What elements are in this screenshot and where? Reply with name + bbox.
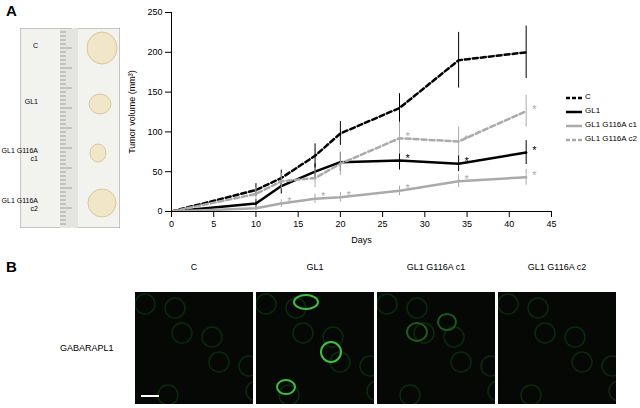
html-text:A: A [6,2,17,19]
svg-text:10: 10 [251,219,261,229]
svg-text:Days: Days [351,235,372,245]
svg-text:30: 30 [420,219,430,229]
svg-text:*: * [532,144,537,156]
svg-text:*: * [465,133,470,145]
html-text:GL1: GL1 [24,98,38,105]
svg-text:25: 25 [378,219,388,229]
svg-text:*: * [465,173,470,185]
svg-text:*: * [532,169,537,181]
svg-text:20: 20 [335,219,345,229]
svg-text:*: * [406,130,411,142]
svg-text:*: * [406,152,411,164]
html-text:GL1 G116A c1: GL1 G116A c1 [406,262,466,272]
svg-text:*: * [465,155,470,167]
html-text:GL1 G116A c2: GL1 G116A c2 [527,262,587,272]
svg-text:*: * [406,182,411,194]
svg-text:50: 50 [152,167,162,177]
html-text:GL1: GL1 [306,262,324,272]
html-text:GL1: GL1 [585,106,601,115]
html-text:B: B [6,258,17,275]
svg-text:*: * [321,190,326,202]
svg-text:35: 35 [462,219,472,229]
svg-text:15: 15 [293,219,303,229]
svg-text:*: * [532,103,537,115]
html-text:C: C [190,262,198,272]
svg-text:150: 150 [147,87,162,97]
svg-text:250: 250 [147,7,162,17]
svg-text:40: 40 [504,219,514,229]
html-text:GL1 G116A c2: GL1 G116A c2 [585,134,637,143]
svg-text:0: 0 [157,206,162,216]
html-text:GL1 G116A c2: GL1 G116A c2 [1,197,38,212]
svg-text:5: 5 [211,219,216,229]
html-text:C: C [585,92,591,101]
svg-text:*: * [346,189,351,201]
svg-text:100: 100 [147,127,162,137]
html-text:GL1 G116A c1: GL1 G116A c1 [585,120,637,129]
html-text:GABARAPL1: GABARAPL1 [60,343,114,353]
svg-text:200: 200 [147,47,162,57]
html-text:GL1 G116A c1: GL1 G116A c1 [1,147,38,162]
svg-text:0: 0 [169,219,174,229]
svg-text:Tumor volume (mm³): Tumor volume (mm³) [127,70,137,154]
svg-text:*: * [287,195,292,207]
html-text:C: C [32,42,38,49]
svg-text:45: 45 [546,219,556,229]
